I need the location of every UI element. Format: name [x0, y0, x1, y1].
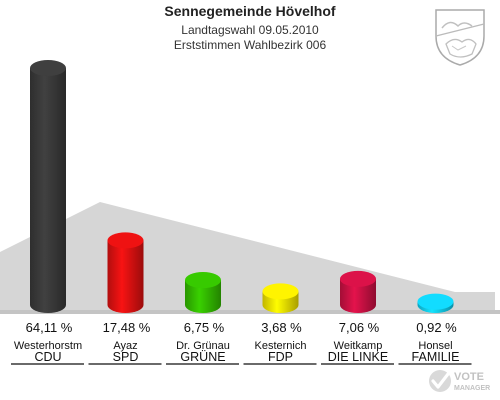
category-label: CDU — [34, 350, 61, 364]
bar-top — [262, 283, 299, 300]
bar-spd — [107, 232, 144, 313]
chart-title: Sennegemeinde Hövelhof — [164, 3, 336, 19]
bar-top — [107, 232, 144, 249]
candidate-label: Ayaz — [113, 340, 137, 352]
bar-familie — [417, 293, 454, 313]
candidate-label: Weitkamp — [334, 340, 383, 352]
category-label: SPD — [113, 350, 139, 364]
bar-fdp — [262, 283, 299, 313]
bar-body — [30, 68, 66, 313]
bar-body — [185, 280, 221, 313]
floor-shadow — [0, 202, 495, 312]
category-label: DIE LINKE — [328, 350, 388, 364]
bar-top — [30, 60, 66, 76]
category-label: FDP — [268, 350, 293, 364]
value-label: 7,06 % — [339, 320, 380, 335]
bar-cdu — [30, 60, 66, 313]
bar-body — [107, 240, 144, 313]
bar-top — [417, 293, 454, 310]
candidate-label: Westerhorstm — [14, 340, 82, 352]
value-label: 17,48 % — [103, 320, 151, 335]
value-label: 6,75 % — [184, 320, 225, 335]
value-label: 0,92 % — [416, 320, 457, 335]
chart-subtitle-district: Erststimmen Wahlbezirk 006 — [173, 38, 327, 52]
candidate-label: Honsel — [418, 340, 452, 352]
candidate-label: Kesternich — [255, 340, 307, 352]
chart-subtitle-election: Landtagswahl 09.05.2010 — [181, 23, 319, 37]
coat-of-arms-icon — [435, 9, 485, 66]
logo-text-vote: VOTE — [454, 371, 484, 383]
logo-text-manager: MANAGER — [454, 385, 490, 392]
bar-grüne — [185, 272, 221, 313]
category-label: GRÜNE — [180, 350, 225, 364]
candidate-label: Dr. Grünau — [176, 340, 230, 352]
bar-top — [185, 272, 221, 289]
value-label: 64,11 % — [26, 320, 73, 335]
bar-top — [340, 270, 376, 287]
bar-body — [340, 278, 376, 313]
bar-die-linke — [340, 270, 376, 313]
vote-manager-logo: VOTE MANAGER — [429, 370, 490, 392]
category-label: FAMILIE — [412, 350, 460, 364]
value-label: 3,68 % — [261, 320, 302, 335]
floor-band — [0, 310, 500, 314]
